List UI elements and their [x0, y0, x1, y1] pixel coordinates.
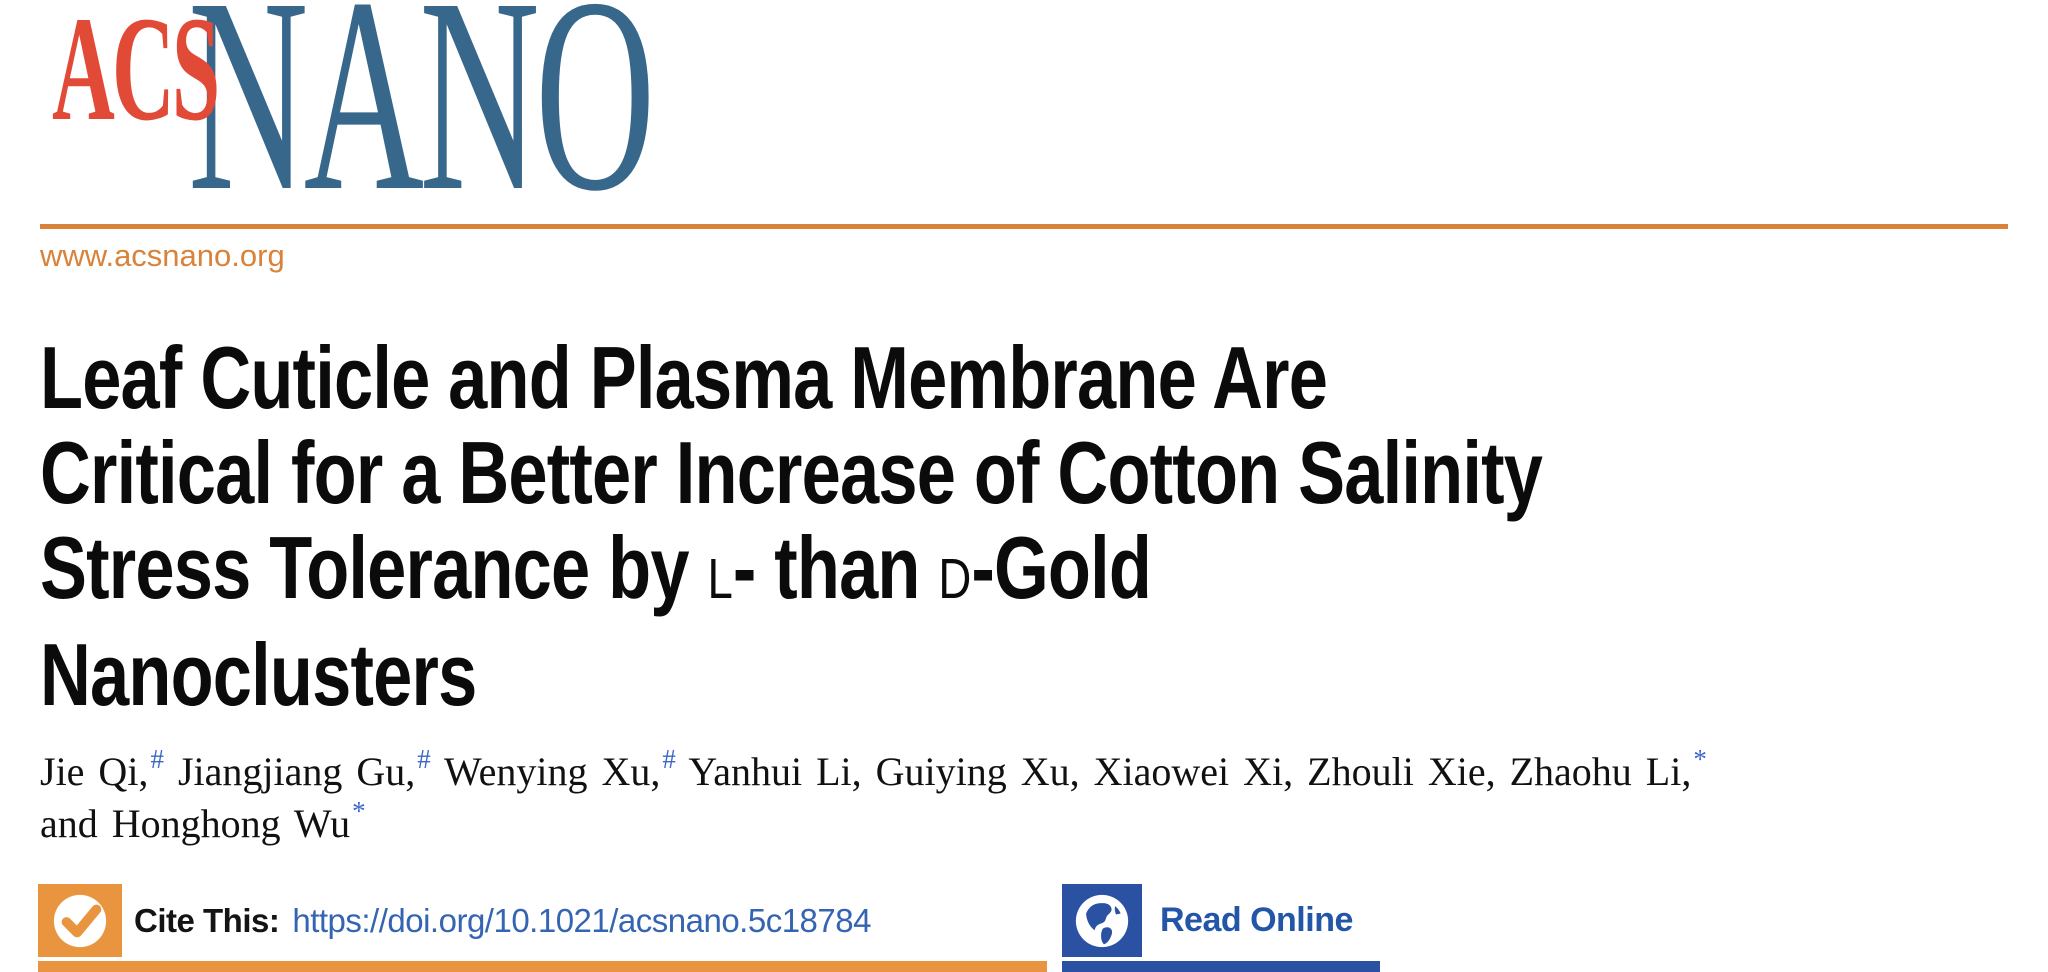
author-name: Wenying Xu, [430, 749, 661, 794]
author-footnote-mark: # [417, 744, 431, 774]
logo-acs-text: ACS [52, 0, 220, 152]
doi-link[interactable]: https://doi.org/10.1021/acsnano.5c18784 [292, 901, 871, 939]
title-text-run: Critical for a Better Increase of Cotton… [40, 423, 1543, 522]
author-footnote-mark: # [662, 744, 676, 774]
author-list: Jie Qi,# Jiangjiang Gu,# Wenying Xu,# Ya… [40, 744, 2030, 852]
small-cap-letter: D [938, 547, 972, 611]
read-online-underline-rule [1062, 961, 1380, 972]
read-online-badge[interactable] [1062, 884, 1142, 957]
article-title: Leaf Cuticle and Plasma Membrane Are Crit… [40, 330, 1918, 722]
cite-this-label: Cite This: [134, 901, 280, 939]
read-online-link[interactable]: Read Online [1160, 901, 1353, 939]
globe-icon [1075, 894, 1129, 947]
title-line: Critical for a Better Increase of Cotton… [40, 423, 1543, 522]
title-line: Nanoclusters [40, 627, 1542, 722]
author-footnote-mark: * [1693, 744, 1707, 774]
title-text-run: Stress Tolerance by [40, 518, 708, 617]
cite-this-row: Cite This: https://doi.org/10.1021/acsna… [134, 884, 871, 957]
author-name: Jie Qi, [40, 749, 149, 794]
journal-website-text: www.acsnano.org [40, 238, 285, 273]
title-text-run: Leaf Cuticle and Plasma Membrane Are [40, 328, 1328, 427]
checkmark-icon [53, 894, 107, 947]
title-text-run: - than [732, 518, 939, 617]
title-line: Leaf Cuticle and Plasma Membrane Are [40, 330, 1542, 425]
author-name: Jiangjiang Gu, [163, 749, 416, 794]
acs-nano-logo: ACS NANO [0, 0, 760, 234]
title-text-run: Nanoclusters [40, 625, 477, 724]
author-footnote-mark: # [150, 744, 164, 774]
cite-this-badge [38, 884, 122, 957]
logo-nano-text: NANO [188, 0, 655, 249]
read-online-row: Read Online [1160, 884, 1353, 957]
author-footnote-mark: * [352, 796, 366, 826]
cite-underline-rule [38, 961, 1047, 972]
small-cap-letter: L [707, 547, 733, 611]
title-line: Stress Tolerance by L- than D-Gold [40, 520, 1542, 627]
title-text-run: -Gold [971, 518, 1152, 617]
masthead-rule [40, 224, 2008, 229]
author-name: and Honghong Wu [40, 801, 351, 846]
author-name: Yanhui Li, Guiying Xu, Xiaowei Xi, Zhoul… [675, 749, 1692, 794]
